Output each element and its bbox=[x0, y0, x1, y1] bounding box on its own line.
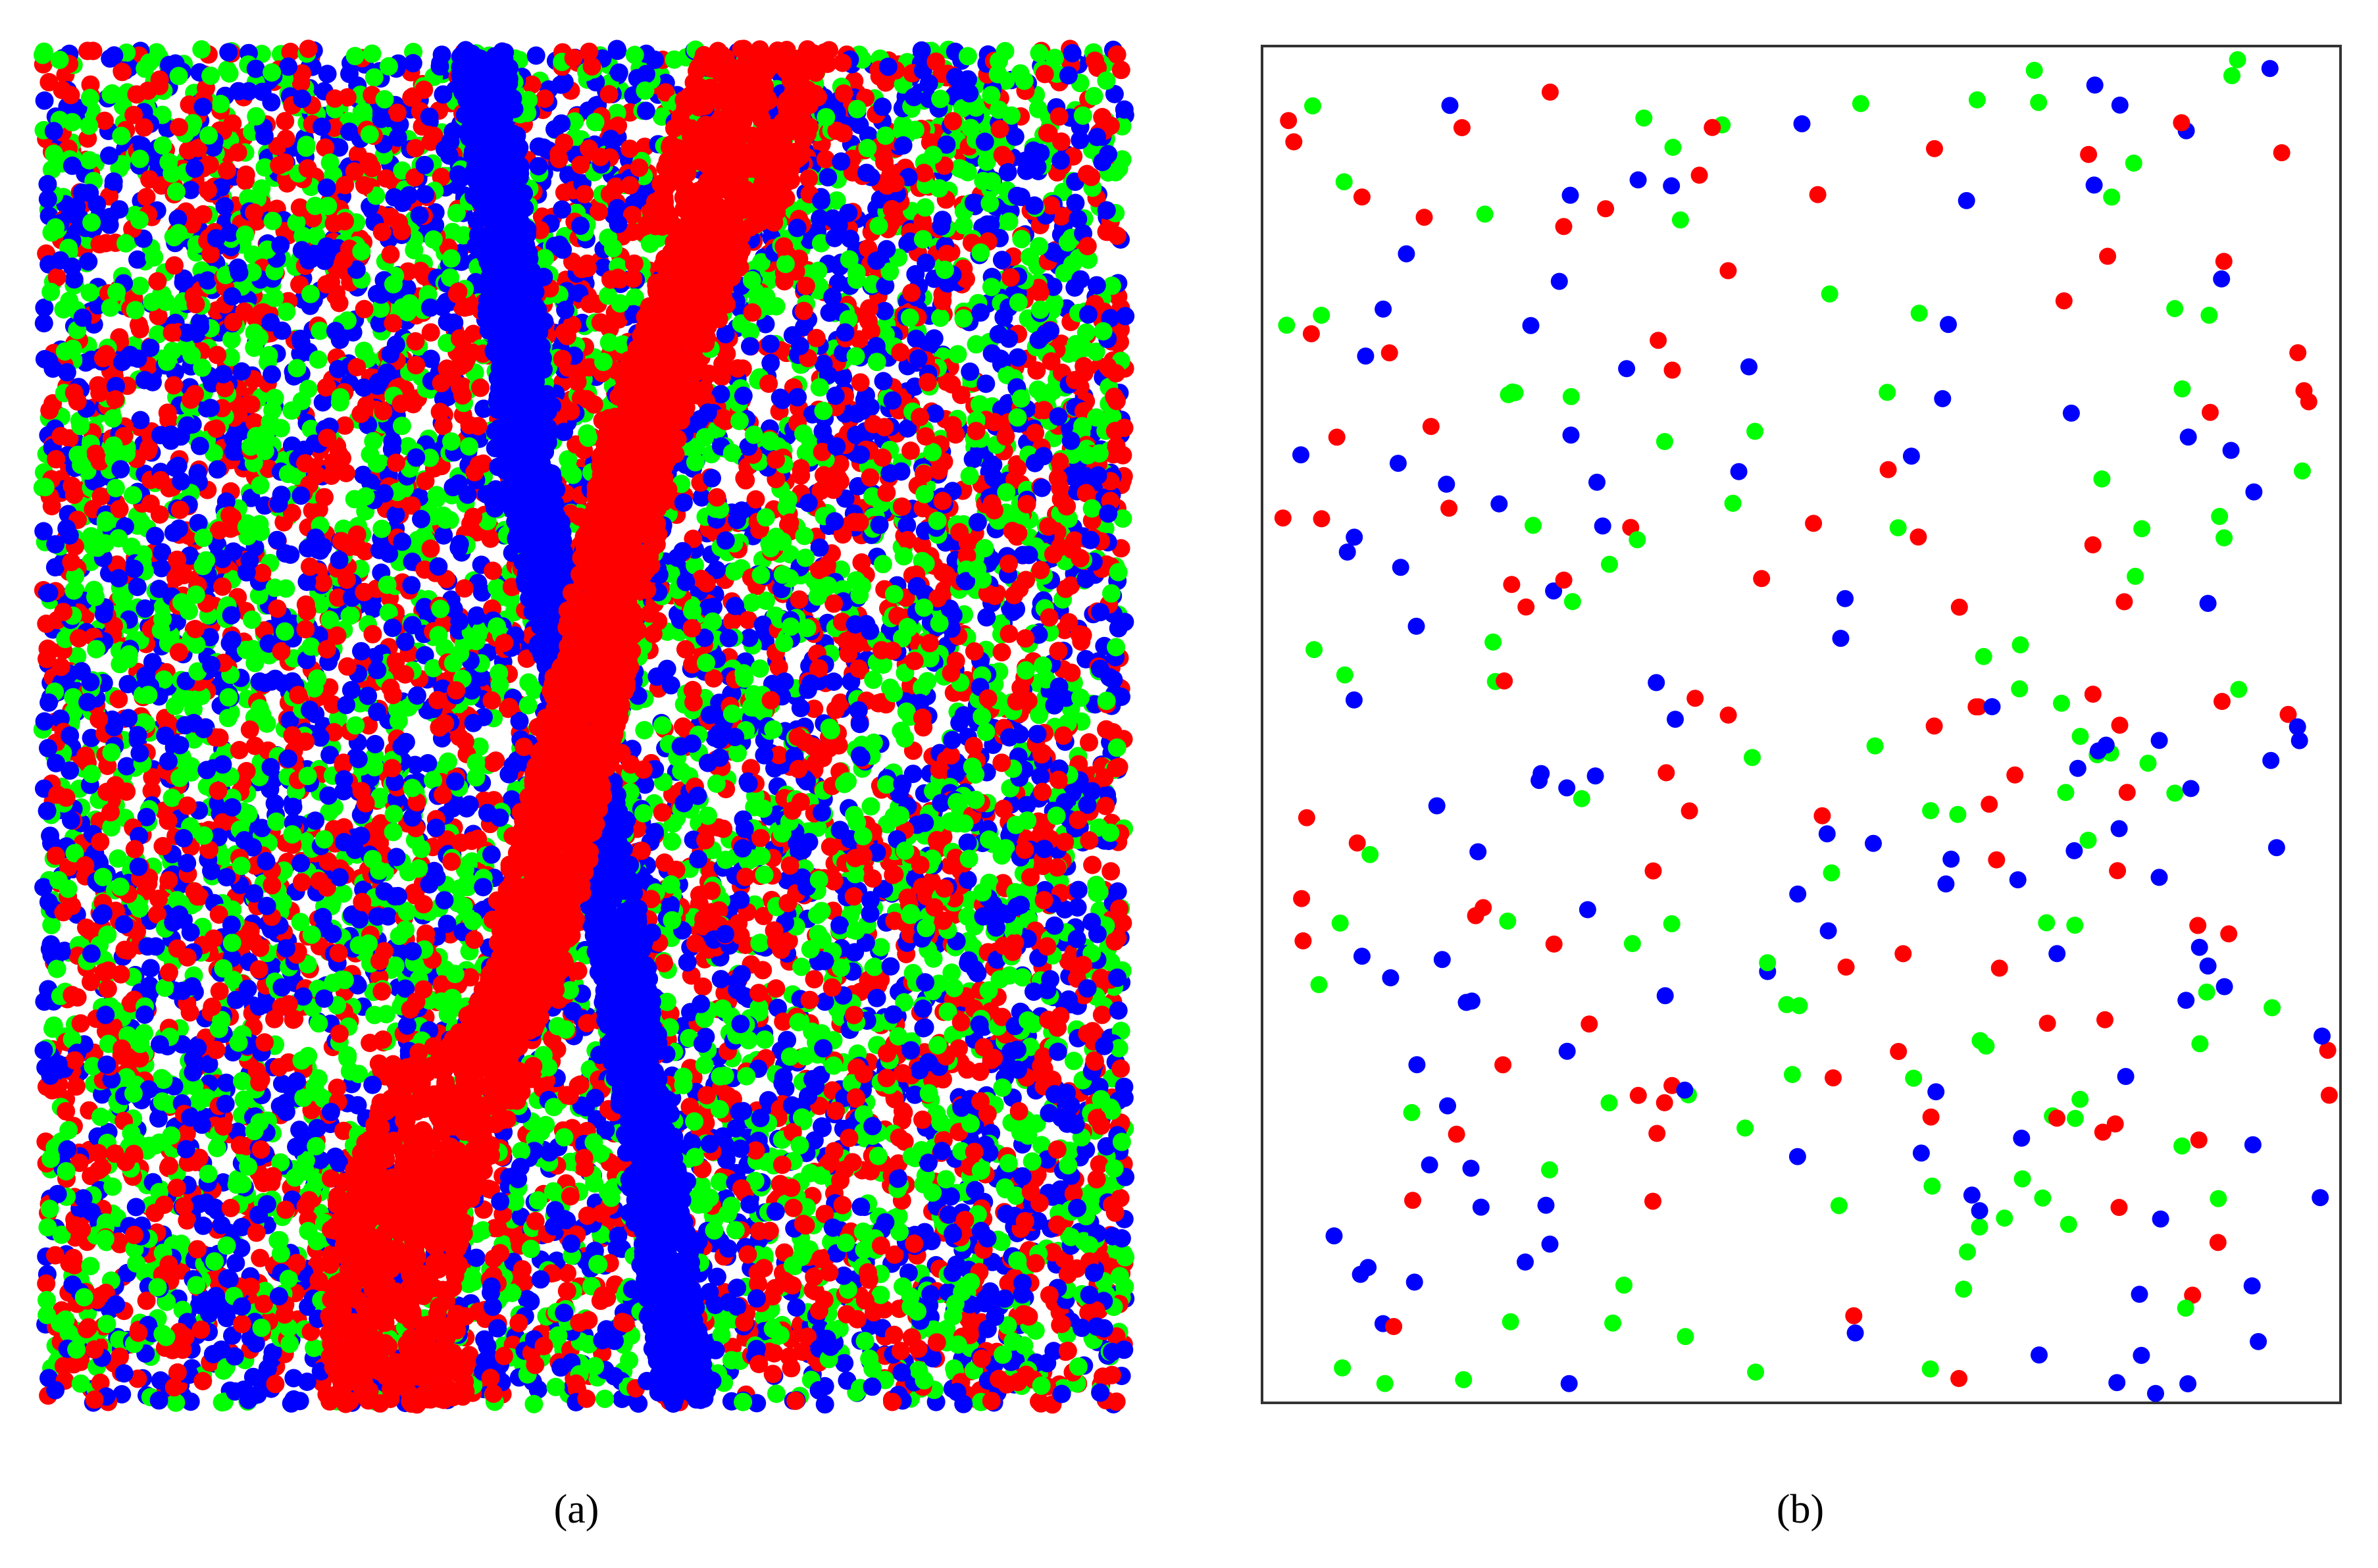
dot bbox=[845, 805, 864, 824]
dot bbox=[1058, 1342, 1077, 1360]
dot bbox=[421, 323, 440, 342]
dot bbox=[1068, 898, 1087, 917]
dot bbox=[778, 871, 797, 890]
dot bbox=[536, 89, 554, 108]
dot bbox=[281, 42, 300, 61]
dot bbox=[208, 535, 227, 554]
dot bbox=[864, 670, 883, 690]
dot bbox=[35, 91, 54, 110]
dot bbox=[953, 160, 972, 179]
dot bbox=[740, 1195, 759, 1214]
dot bbox=[1115, 100, 1134, 119]
dot bbox=[707, 774, 726, 793]
dot bbox=[130, 276, 149, 295]
dot bbox=[767, 1384, 786, 1404]
dot bbox=[753, 961, 772, 980]
dot bbox=[1092, 1005, 1111, 1024]
dot bbox=[418, 754, 438, 772]
dot bbox=[276, 112, 295, 131]
dot bbox=[37, 1274, 56, 1293]
dot bbox=[91, 1107, 110, 1126]
dot bbox=[386, 505, 405, 524]
dot bbox=[1111, 61, 1130, 80]
dot bbox=[767, 979, 786, 998]
dot bbox=[620, 1351, 639, 1370]
dot bbox=[149, 1109, 168, 1128]
dot bbox=[141, 959, 160, 978]
dot bbox=[827, 191, 846, 210]
dot bbox=[34, 522, 53, 541]
dot bbox=[728, 359, 747, 378]
dot bbox=[218, 61, 237, 79]
dot bbox=[756, 315, 775, 334]
dot bbox=[694, 977, 713, 996]
dot bbox=[918, 672, 937, 691]
dot bbox=[1111, 1059, 1130, 1078]
dot bbox=[1032, 1136, 1051, 1155]
dot bbox=[313, 393, 332, 412]
dot bbox=[524, 1394, 544, 1413]
dot bbox=[1031, 1394, 1050, 1413]
dot bbox=[1062, 663, 1081, 682]
dot bbox=[722, 612, 742, 631]
dot bbox=[1012, 230, 1031, 249]
dot bbox=[218, 709, 238, 728]
dot bbox=[977, 608, 996, 627]
dot bbox=[464, 713, 483, 732]
dot bbox=[1083, 855, 1102, 874]
dot bbox=[711, 970, 730, 989]
dot bbox=[35, 712, 54, 731]
panel-a-scatter bbox=[33, 39, 1135, 1414]
dot bbox=[725, 562, 744, 581]
